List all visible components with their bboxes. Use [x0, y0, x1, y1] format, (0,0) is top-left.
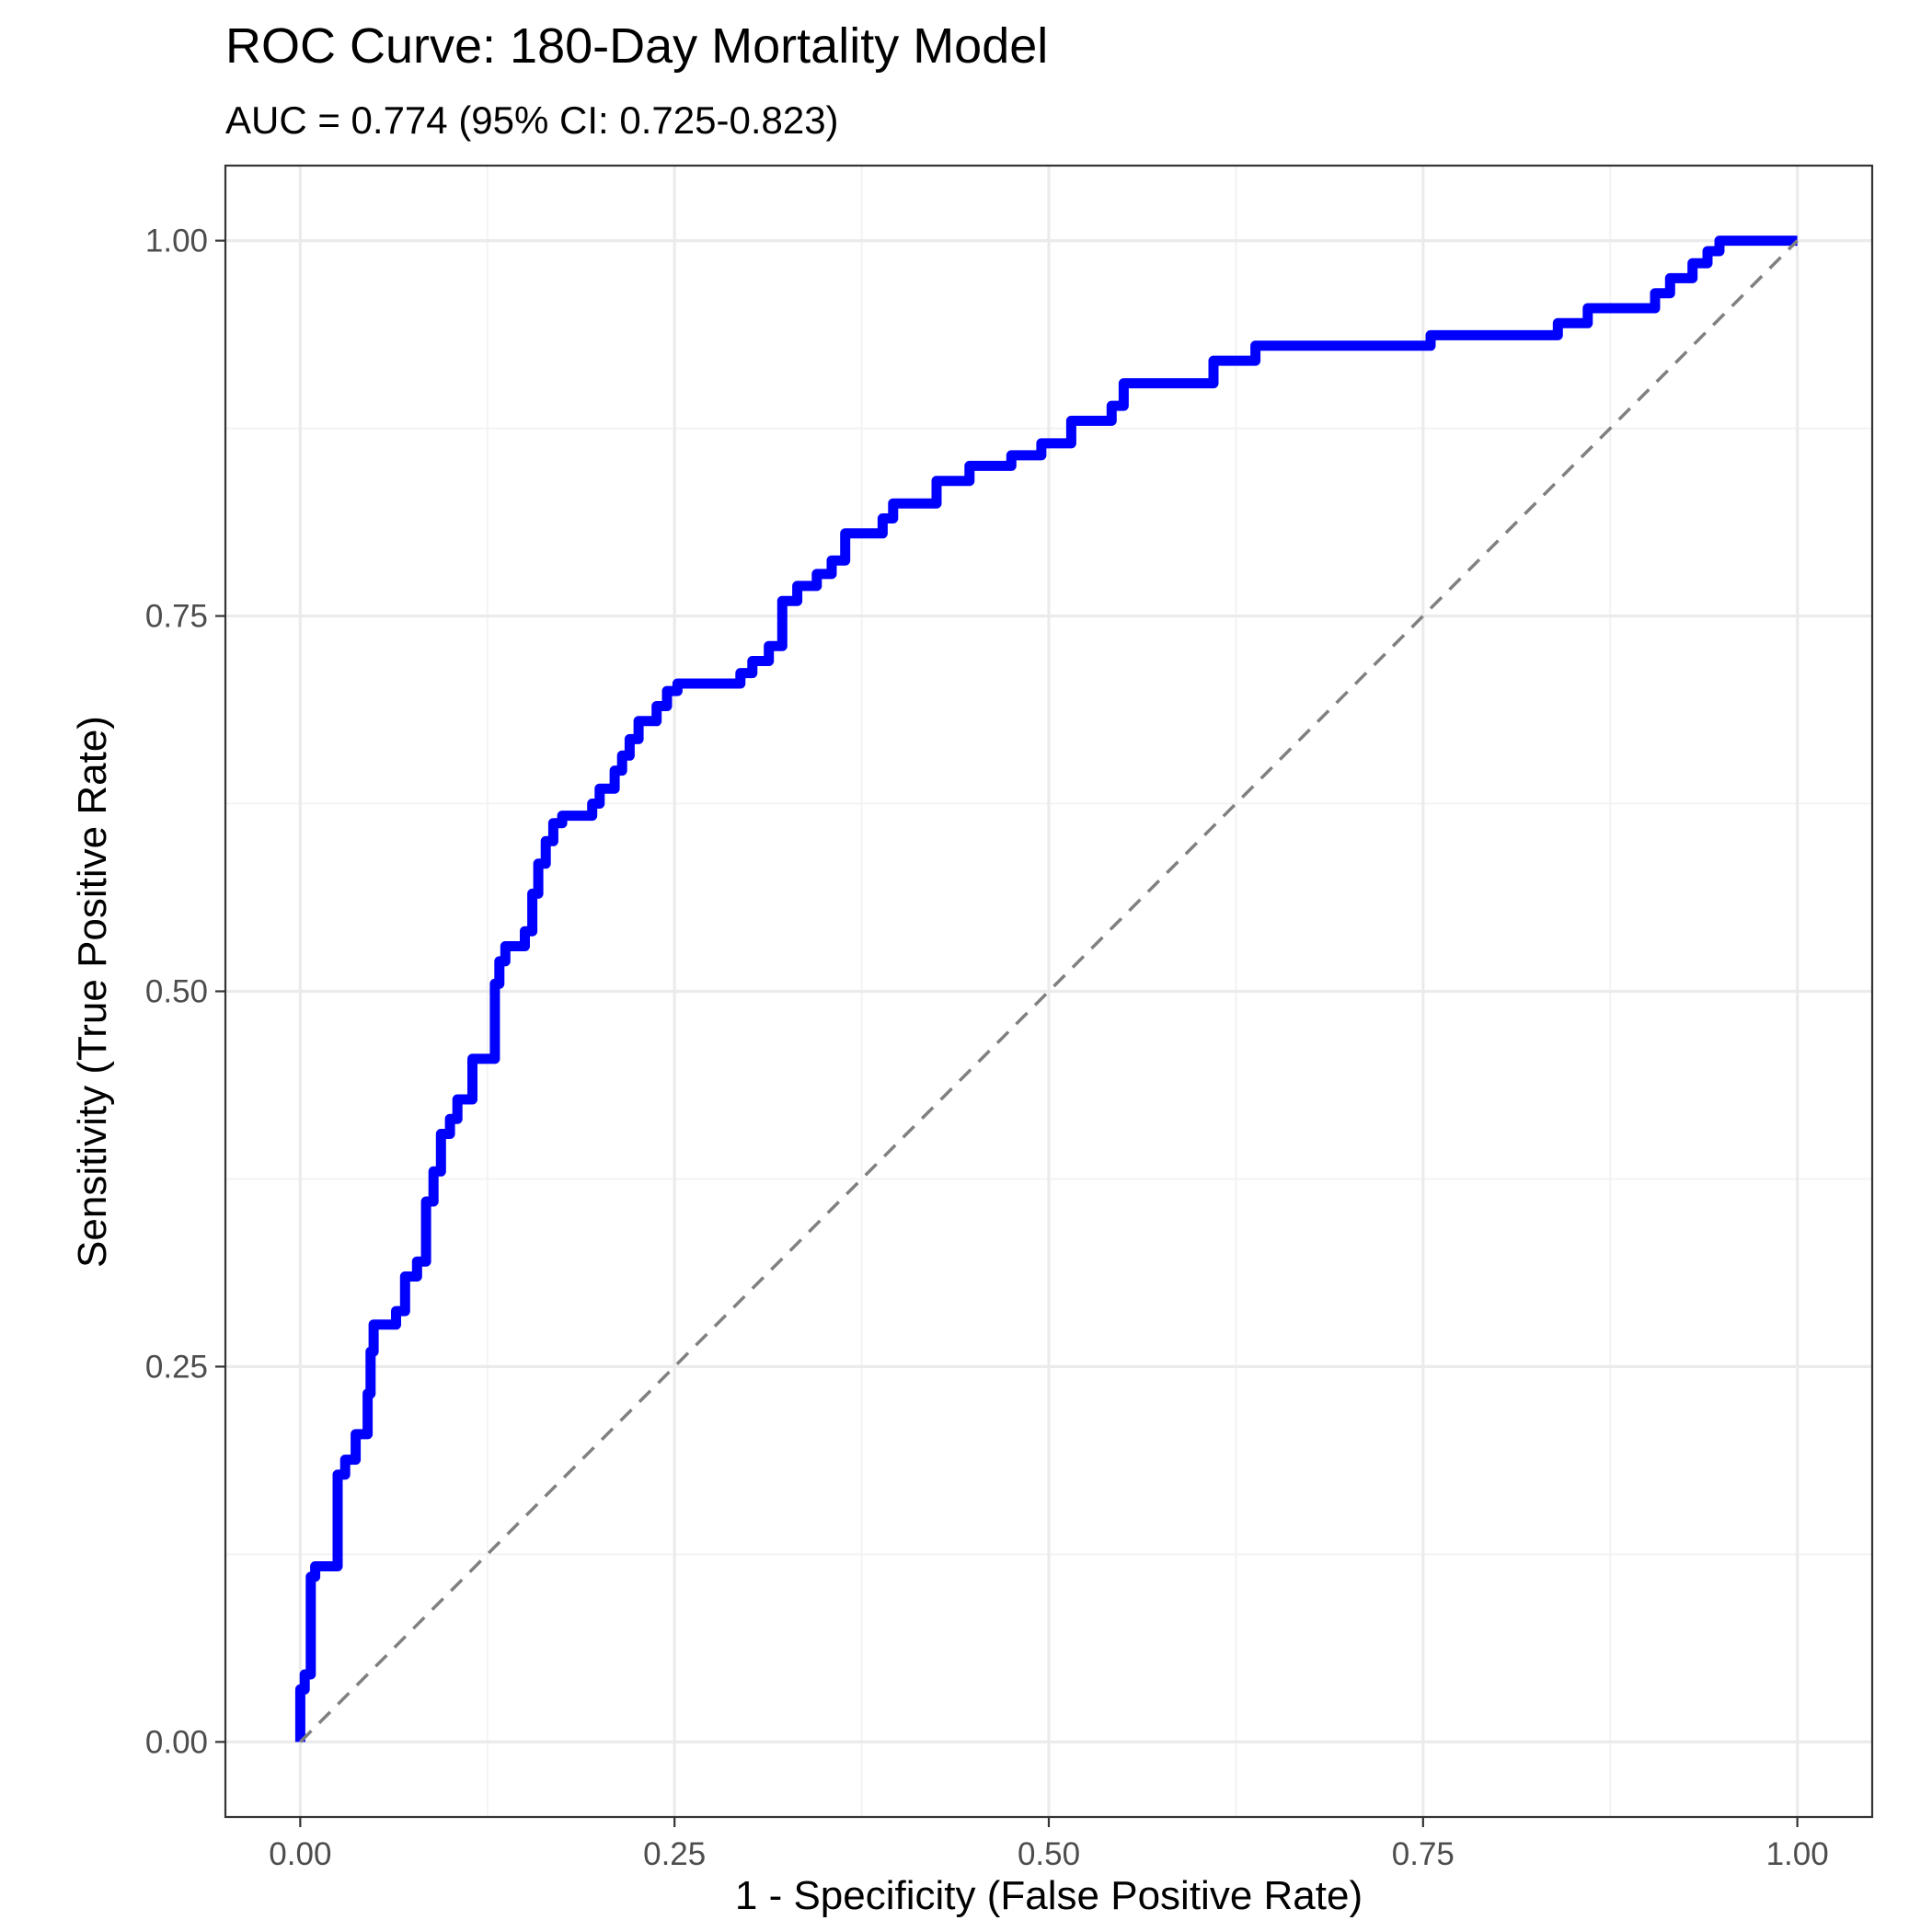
- roc-curve-line: [294, 236, 1798, 1742]
- reference-diagonal-line: [299, 239, 1799, 1743]
- axis-ticks: 0.00 0.25 0.50 0.75 1.00 0.00 0.25 0.50 0.75 1.00: [145, 224, 1829, 1872]
- x-tick-label: 0.50: [1018, 1836, 1080, 1872]
- y-tick-label: 0.75: [145, 599, 208, 635]
- chart-title: ROC Curve: 180-Day Mortality Model: [225, 18, 1048, 74]
- y-tick-label: 0.25: [145, 1349, 208, 1385]
- x-tick-label: 0.00: [269, 1836, 331, 1872]
- data-layer: [294, 236, 1799, 1743]
- y-axis-title: Sensitivity (True Positive Rate): [70, 716, 115, 1268]
- x-tick-label: 1.00: [1766, 1836, 1829, 1872]
- x-axis-title: 1 - Specificity (False Positive Rate): [735, 1873, 1363, 1918]
- y-tick-label: 0.00: [145, 1724, 208, 1760]
- y-tick-label: 0.50: [145, 974, 208, 1010]
- chart-subtitle: AUC = 0.774 (95% CI: 0.725-0.823): [225, 98, 839, 142]
- x-tick-label: 0.25: [643, 1836, 706, 1872]
- y-tick-label: 1.00: [145, 224, 208, 259]
- x-tick-label: 0.75: [1392, 1836, 1455, 1872]
